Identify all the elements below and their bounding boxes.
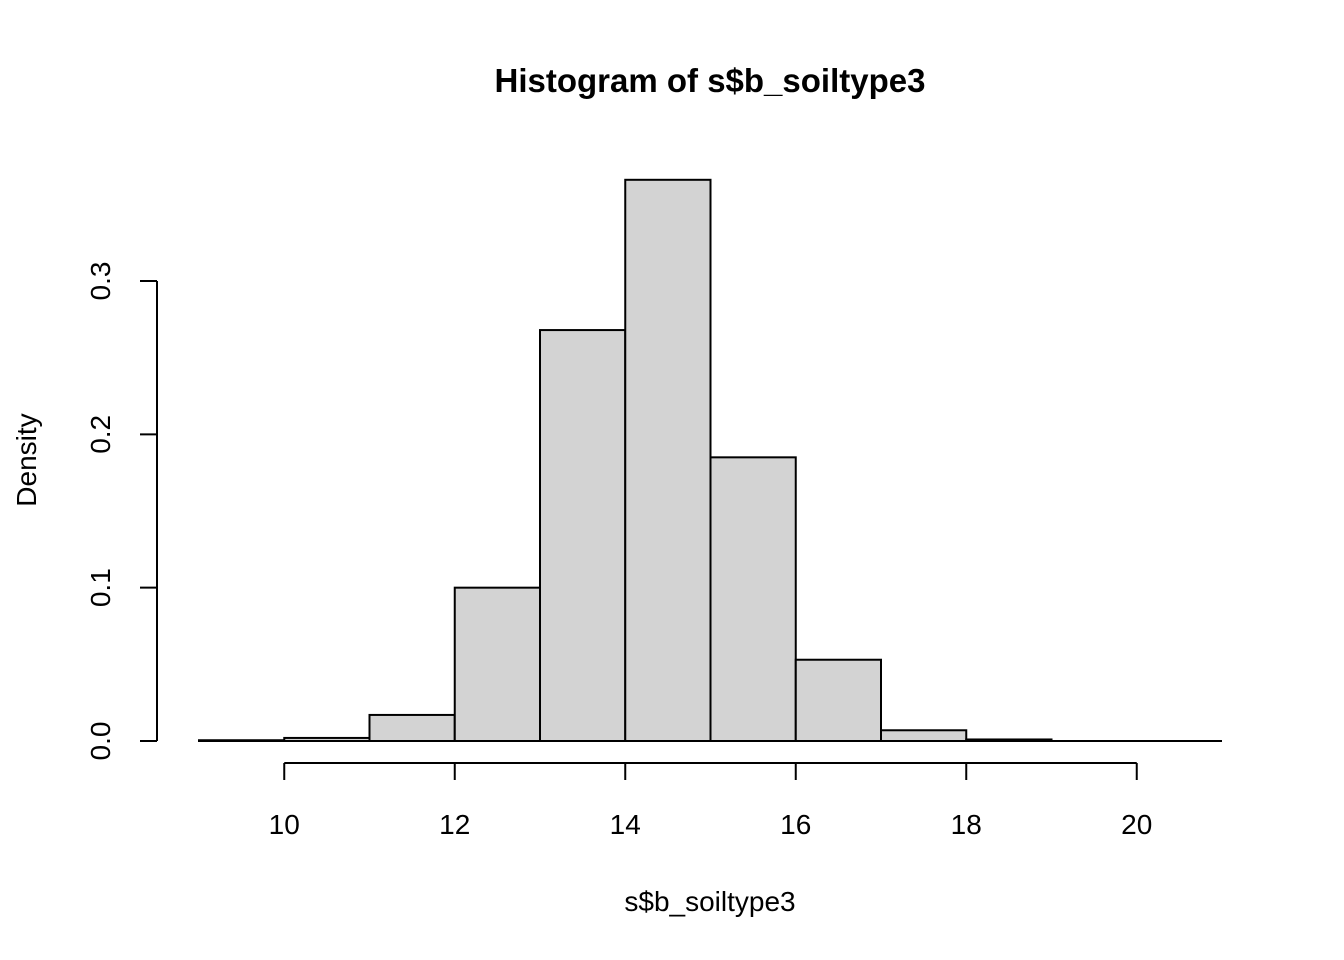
histogram-bar xyxy=(624,178,712,743)
chart-title: Histogram of s$b_soiltype3 xyxy=(495,62,926,99)
x-axis-label: s$b_soiltype3 xyxy=(624,886,795,917)
x-tick-label: 14 xyxy=(610,809,641,840)
x-axis: 10 12 14 16 18 20 xyxy=(269,762,1152,840)
histogram-bar xyxy=(880,729,968,742)
bars-group xyxy=(198,178,1222,743)
histogram-bar xyxy=(539,329,627,742)
y-axis: 0.0 0.1 0.2 0.3 xyxy=(85,262,158,761)
histogram-bar xyxy=(794,658,882,743)
histogram-bar xyxy=(368,713,456,743)
x-tick-label: 18 xyxy=(951,809,982,840)
y-tick-label: 0.0 xyxy=(85,722,116,761)
y-tick-label: 0.1 xyxy=(85,568,116,607)
x-tick-label: 12 xyxy=(439,809,470,840)
x-tick-label: 16 xyxy=(780,809,811,840)
x-tick-label: 20 xyxy=(1121,809,1152,840)
histogram-bar xyxy=(709,456,797,742)
y-tick-label: 0.2 xyxy=(85,415,116,454)
histogram-bar xyxy=(453,586,541,743)
y-tick-label: 0.3 xyxy=(85,262,116,301)
x-tick-label: 10 xyxy=(269,809,300,840)
y-axis-label: Density xyxy=(11,413,42,506)
